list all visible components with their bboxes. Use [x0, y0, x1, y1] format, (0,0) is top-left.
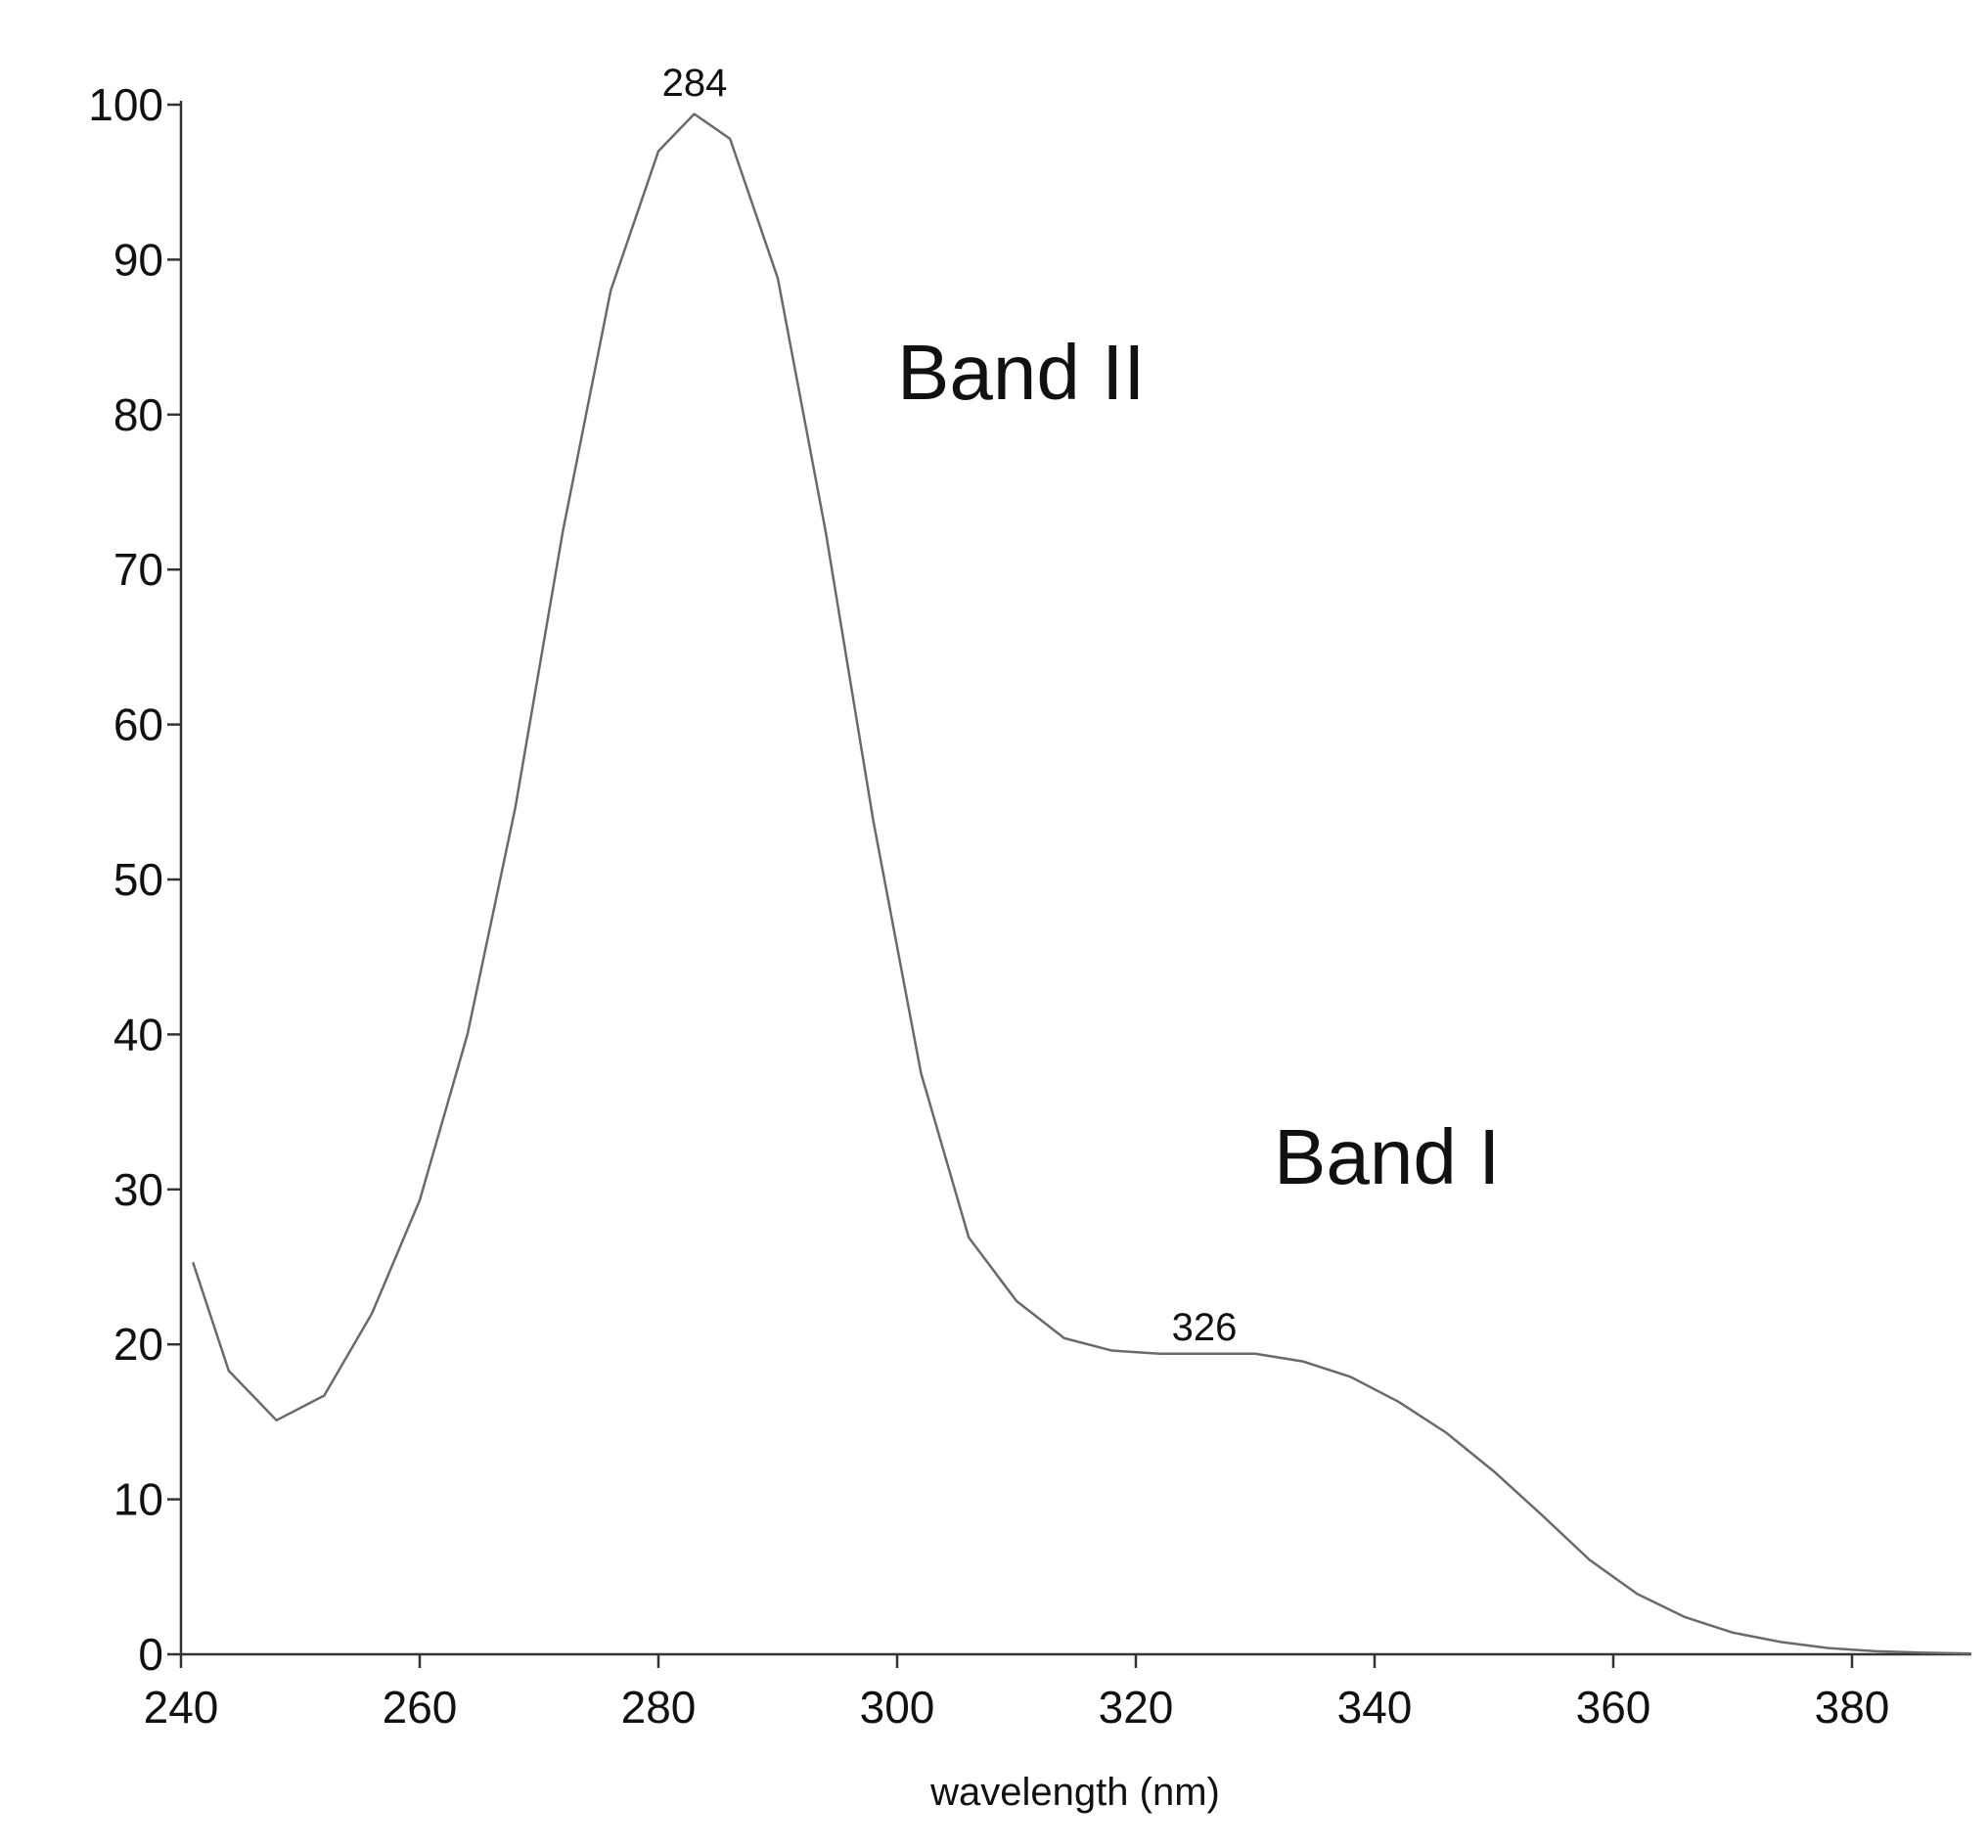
y-tick-label: 40: [113, 1009, 163, 1059]
y-tick-label: 100: [88, 79, 163, 130]
x-tick-label: 340: [1337, 1682, 1413, 1733]
y-tick-label: 90: [113, 234, 163, 285]
y-tick-label: 0: [138, 1629, 163, 1680]
peak-label: 326: [1172, 1306, 1238, 1349]
x-tick-label: 360: [1576, 1682, 1651, 1733]
x-axis-label: wavelength (nm): [929, 1771, 1220, 1814]
y-tick-label: 10: [113, 1474, 163, 1525]
peak-label: 284: [662, 62, 728, 105]
x-tick-label: 380: [1815, 1682, 1890, 1733]
x-tick-label: 300: [860, 1682, 935, 1733]
x-tick-label: 280: [621, 1682, 697, 1733]
y-tick-label: 60: [113, 699, 163, 750]
x-tick-label: 240: [144, 1682, 219, 1733]
band-label: Band I: [1274, 1113, 1500, 1200]
y-tick-label: 80: [113, 389, 163, 440]
band-label: Band II: [897, 329, 1146, 416]
x-tick-label: 320: [1099, 1682, 1174, 1733]
x-tick-label: 260: [383, 1682, 458, 1733]
y-tick-label: 30: [113, 1164, 163, 1215]
y-tick-label: 20: [113, 1319, 163, 1370]
y-tick-label: 50: [113, 854, 163, 905]
y-tick-label: 70: [113, 544, 163, 595]
spectrum-line: [192, 113, 1972, 1655]
